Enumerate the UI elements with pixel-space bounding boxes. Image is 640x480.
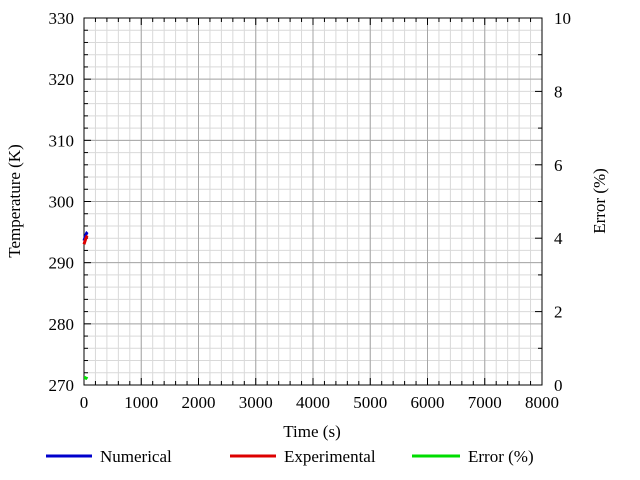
x-tick-label: 3000 [239, 393, 273, 412]
legend-label-numerical: Numerical [100, 447, 172, 466]
y-axis-label: Temperature (K) [5, 144, 24, 258]
y-tick-label: 310 [49, 131, 75, 150]
series-line-error [84, 376, 89, 381]
legend-label-error: Error (%) [468, 447, 534, 466]
y2-tick-label: 2 [554, 303, 563, 322]
y-tick-label: 320 [49, 70, 75, 89]
legend-label-experimental: Experimental [284, 447, 376, 466]
series-line-experimental [82, 234, 89, 245]
y2-tick-label: 4 [554, 229, 563, 248]
y-tick-label: 270 [49, 376, 75, 395]
y2-tick-label: 0 [554, 376, 563, 395]
y2-tick-label: 6 [554, 156, 563, 175]
x-tick-label: 6000 [411, 393, 445, 412]
series-lines [82, 231, 89, 381]
x-tick-label: 4000 [296, 393, 330, 412]
axis-ticks [83, 17, 543, 386]
y2-tick-label: 8 [554, 82, 563, 101]
x-axis-label: Time (s) [283, 422, 340, 441]
x-tick-label: 8000 [525, 393, 559, 412]
x-tick-label: 0 [80, 393, 89, 412]
x-tick-labels: 0 1000 2000 3000 4000 5000 6000 7000 8000 [80, 393, 559, 412]
x-tick-label: 7000 [468, 393, 502, 412]
y2-axis-label: Error (%) [590, 168, 609, 234]
y-tick-label: 330 [49, 9, 75, 28]
y-tick-labels: 270 280 290 300 310 320 330 [49, 9, 75, 395]
x-tick-label: 2000 [182, 393, 216, 412]
y-tick-label: 280 [49, 315, 75, 334]
y2-tick-label: 10 [554, 9, 571, 28]
x-tick-label: 5000 [353, 393, 387, 412]
y-tick-label: 300 [49, 193, 75, 212]
x-tick-label: 1000 [124, 393, 158, 412]
y2-tick-labels: 0 2 4 6 8 10 [554, 9, 571, 395]
y-tick-label: 290 [49, 254, 75, 273]
legend: Numerical Experimental Error (%) [46, 447, 534, 466]
